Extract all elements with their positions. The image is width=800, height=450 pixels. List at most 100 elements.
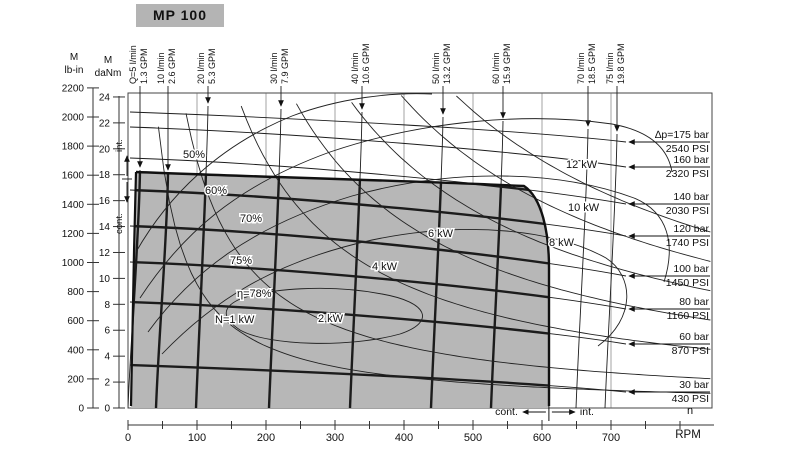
svg-text:1400: 1400 (62, 200, 85, 211)
svg-text:n: n (687, 405, 693, 417)
svg-text:75 l/min: 75 l/min (605, 52, 615, 84)
svg-text:430 PSI: 430 PSI (672, 393, 709, 405)
svg-text:200: 200 (257, 432, 275, 444)
svg-text:8 kW: 8 kW (549, 237, 575, 249)
y-axis-lbin: Mlb-in 0 200 400 600 800 1000 1200 1400 1600 1800 2… (62, 52, 99, 415)
svg-text:4 kW: 4 kW (372, 261, 398, 273)
svg-text:6 kW: 6 kW (428, 228, 454, 240)
svg-text:60%: 60% (205, 185, 227, 197)
svg-text:14: 14 (99, 222, 111, 233)
svg-text:16: 16 (99, 196, 111, 207)
svg-text:70 l/min: 70 l/min (576, 52, 586, 84)
svg-text:60 l/min: 60 l/min (491, 52, 501, 84)
svg-text:M: M (70, 52, 78, 63)
svg-text:60 bar: 60 bar (679, 331, 709, 343)
svg-text:10.6 GPM: 10.6 GPM (361, 43, 371, 84)
svg-text:8: 8 (104, 300, 110, 311)
svg-text:10 l/min: 10 l/min (156, 52, 166, 84)
svg-text:N=1 kW: N=1 kW (215, 314, 255, 326)
svg-text:4: 4 (104, 352, 110, 363)
svg-text:18.5 GPM: 18.5 GPM (587, 43, 597, 84)
svg-text:2030 PSI: 2030 PSI (666, 205, 709, 217)
x-axis: 0 100 200 300 400 500 600 700 n RPM (125, 405, 714, 444)
svg-text:12 kW: 12 kW (566, 159, 598, 171)
svg-text:∆p=175 bar: ∆p=175 bar (655, 129, 710, 141)
svg-text:400: 400 (67, 345, 84, 356)
svg-text:int.: int. (114, 139, 125, 152)
svg-text:daNm: daNm (95, 68, 122, 79)
svg-text:19.8 GPM: 19.8 GPM (616, 43, 626, 84)
svg-text:870 PSI: 870 PSI (672, 345, 709, 357)
svg-text:12: 12 (99, 248, 111, 259)
svg-text:M: M (104, 55, 112, 66)
zone-divider: cont. int. (495, 399, 594, 421)
flow-curves (128, 86, 620, 408)
power-curves (157, 95, 711, 394)
svg-text:18: 18 (99, 170, 111, 181)
svg-text:7.9 GPM: 7.9 GPM (280, 48, 290, 84)
pressure-curves (129, 111, 627, 394)
svg-text:13.2 GPM: 13.2 GPM (442, 43, 452, 84)
curve-value-labels: 50% 60% 70% 75% η=78% N=1 kW 2 kW 4 kW 6 kW 8 kW 1… (182, 148, 602, 328)
svg-text:700: 700 (602, 432, 620, 444)
flow-labels: Q=5 l/min 1.3 GPM 10 l/min 2.6 GPM 20 l/min 5… (128, 43, 626, 84)
svg-text:100: 100 (188, 432, 206, 444)
svg-text:400: 400 (395, 432, 413, 444)
svg-text:2540 PSI: 2540 PSI (666, 143, 709, 155)
svg-text:20 l/min: 20 l/min (196, 52, 206, 84)
svg-text:80 bar: 80 bar (679, 296, 709, 308)
svg-text:int.: int. (580, 406, 594, 418)
svg-text:0: 0 (125, 432, 131, 444)
svg-text:40 l/min: 40 l/min (350, 52, 360, 84)
svg-text:120 bar: 120 bar (673, 223, 709, 235)
svg-text:800: 800 (67, 287, 84, 298)
svg-text:1740 PSI: 1740 PSI (666, 237, 709, 249)
svg-text:2200: 2200 (62, 83, 85, 94)
svg-text:0: 0 (78, 404, 84, 415)
svg-text:22: 22 (99, 118, 111, 129)
svg-text:500: 500 (464, 432, 482, 444)
svg-text:1600: 1600 (62, 171, 85, 182)
svg-text:2320 PSI: 2320 PSI (666, 168, 709, 180)
svg-text:cont.: cont. (114, 213, 125, 234)
svg-text:η=78%: η=78% (237, 288, 272, 300)
svg-text:140 bar: 140 bar (673, 191, 709, 203)
svg-text:2.6 GPM: 2.6 GPM (167, 48, 177, 84)
svg-text:2 kW: 2 kW (318, 313, 344, 325)
svg-text:200: 200 (67, 374, 84, 385)
svg-text:cont.: cont. (495, 406, 518, 418)
svg-text:2: 2 (104, 378, 110, 389)
region-left-edge (129, 171, 138, 407)
svg-text:1000: 1000 (62, 258, 85, 269)
svg-text:10 kW: 10 kW (568, 202, 600, 214)
svg-text:24: 24 (99, 92, 111, 103)
svg-text:10: 10 (99, 274, 111, 285)
svg-text:1.3 GPM: 1.3 GPM (139, 48, 149, 84)
svg-text:300: 300 (326, 432, 344, 444)
svg-text:0: 0 (104, 404, 110, 415)
svg-text:70%: 70% (240, 213, 262, 225)
svg-text:600: 600 (67, 316, 84, 327)
svg-text:100 bar: 100 bar (673, 263, 709, 275)
svg-text:20: 20 (99, 144, 111, 155)
svg-text:30 bar: 30 bar (679, 379, 709, 391)
svg-text:50%: 50% (183, 149, 205, 161)
svg-text:5.3 GPM: 5.3 GPM (207, 48, 217, 84)
svg-text:50 l/min: 50 l/min (431, 52, 441, 84)
svg-text:lb-in: lb-in (65, 65, 84, 76)
svg-text:1200: 1200 (62, 229, 85, 240)
svg-text:1450 PSI: 1450 PSI (666, 277, 709, 289)
svg-text:15.9 GPM: 15.9 GPM (502, 43, 512, 84)
efficiency-contours (135, 93, 673, 355)
svg-text:600: 600 (533, 432, 551, 444)
region-limit-edge (135, 170, 551, 406)
svg-text:Q=5 l/min: Q=5 l/min (128, 45, 138, 84)
svg-text:2000: 2000 (62, 113, 85, 124)
svg-text:160 bar: 160 bar (673, 154, 709, 166)
svg-text:RPM: RPM (675, 429, 701, 441)
svg-text:1160 PSI: 1160 PSI (667, 310, 709, 322)
chart-title: MP 100 (136, 4, 224, 27)
